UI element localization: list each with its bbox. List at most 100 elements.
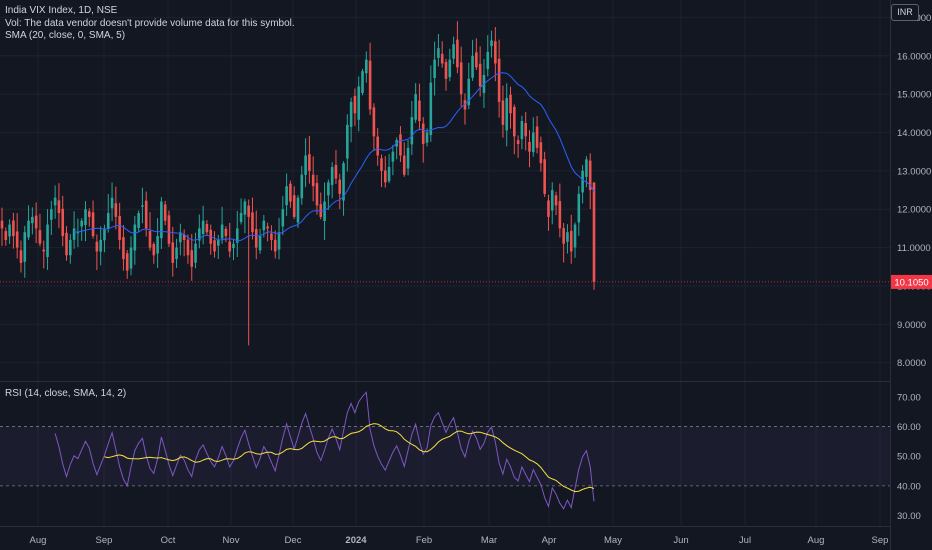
candle-body bbox=[254, 229, 258, 248]
candle-body bbox=[243, 201, 247, 215]
candle-body bbox=[175, 247, 178, 260]
time-tick-label: Aug bbox=[808, 535, 825, 546]
candle-body bbox=[281, 209, 285, 227]
candle-body bbox=[585, 159, 588, 177]
rsi-line bbox=[54, 391, 595, 510]
candle-body bbox=[201, 220, 205, 235]
price-tick-label: 11.0000 bbox=[897, 243, 931, 254]
candle-body bbox=[327, 182, 330, 196]
candle-body bbox=[19, 250, 23, 263]
candle-body bbox=[410, 117, 414, 145]
candle-body bbox=[513, 106, 516, 137]
candle-body bbox=[156, 236, 159, 254]
candle-body bbox=[346, 124, 349, 159]
sma-legend[interactable]: SMA (20, close, 0, SMA, 5) bbox=[5, 30, 126, 41]
rsi-tick-label: 40.00 bbox=[897, 481, 921, 492]
grid bbox=[0, 0, 890, 526]
candle-body bbox=[311, 174, 315, 187]
candle-body bbox=[547, 200, 550, 217]
candle-body bbox=[319, 204, 323, 217]
candle-body bbox=[562, 228, 565, 244]
candle-body bbox=[471, 55, 474, 78]
last-price-badge-bg bbox=[891, 274, 932, 289]
candle-body bbox=[531, 132, 535, 153]
candle-body bbox=[167, 215, 171, 244]
candle-body bbox=[300, 174, 304, 199]
candle-body bbox=[478, 63, 482, 87]
candle-body bbox=[421, 123, 425, 145]
candle-body bbox=[171, 242, 175, 263]
candle-body bbox=[459, 62, 463, 95]
candle-body bbox=[152, 244, 156, 256]
candle-body bbox=[42, 249, 46, 252]
candle-body bbox=[84, 209, 87, 226]
candle-body bbox=[239, 213, 243, 223]
candle-body bbox=[76, 232, 80, 234]
candle-body bbox=[217, 239, 220, 246]
candle-body bbox=[61, 208, 65, 237]
candle-body bbox=[163, 204, 167, 221]
time-tick-label: 2024 bbox=[345, 535, 367, 546]
rsi-axis[interactable]: 70.00 60.00 50.00 40.00 30.00 bbox=[897, 392, 921, 522]
candle-body bbox=[418, 100, 421, 121]
time-tick-label: Feb bbox=[416, 535, 432, 546]
candle-body bbox=[251, 212, 254, 233]
candle-body bbox=[524, 123, 527, 137]
symbol-title[interactable]: India VIX Index, 1D, NSE bbox=[5, 5, 118, 16]
candle-body bbox=[262, 220, 266, 231]
candles bbox=[0, 21, 596, 346]
candle-body bbox=[247, 205, 250, 217]
candle-body bbox=[486, 51, 490, 70]
candle-body bbox=[194, 243, 197, 263]
rsi-ma-line bbox=[104, 423, 595, 493]
time-tick-label: Apr bbox=[542, 535, 557, 546]
candle-body bbox=[391, 151, 395, 162]
candle-body bbox=[270, 233, 273, 240]
time-axis[interactable]: Aug Sep Oct Nov Dec 2024 Feb Mar Apr May Jun Jul Aug… bbox=[30, 535, 889, 546]
price-tick-label: 16.0000 bbox=[897, 51, 931, 62]
last-price-badge: 10.1050 bbox=[891, 274, 932, 289]
candle-body bbox=[65, 232, 68, 256]
candle-body bbox=[87, 211, 91, 217]
candle-body bbox=[27, 220, 30, 238]
candle-body bbox=[342, 163, 345, 201]
candle-body bbox=[228, 241, 231, 252]
rsi-band bbox=[0, 426, 890, 486]
candle-body bbox=[509, 94, 512, 114]
candle-body bbox=[31, 216, 34, 224]
price-tick-label: 9.0000 bbox=[897, 320, 926, 331]
candle-body bbox=[198, 228, 201, 241]
candle-body bbox=[129, 247, 133, 269]
rsi-legend[interactable]: RSI (14, close, SMA, 14, 2) bbox=[5, 388, 127, 399]
rsi-tick-label: 50.00 bbox=[897, 452, 921, 463]
candle-body bbox=[406, 147, 410, 169]
candle-body bbox=[383, 170, 387, 183]
candle-body bbox=[494, 41, 497, 64]
price-tick-label: 15.0000 bbox=[897, 90, 931, 101]
price-tick-label: 13.0000 bbox=[897, 166, 931, 177]
sma-line bbox=[74, 72, 595, 242]
candle-body bbox=[573, 224, 577, 248]
candle-body bbox=[80, 220, 83, 227]
time-tick-label: Aug bbox=[30, 535, 47, 546]
candle-body bbox=[213, 240, 216, 252]
candle-body bbox=[581, 170, 584, 193]
candle-body bbox=[437, 48, 440, 58]
candle-body bbox=[490, 40, 493, 47]
volume-note: Vol: The data vendor doesn't provide vol… bbox=[5, 18, 295, 29]
candle-body bbox=[57, 200, 61, 214]
candle-body bbox=[179, 232, 182, 243]
time-tick-label: Sep bbox=[872, 535, 889, 546]
candle-body bbox=[72, 228, 76, 240]
time-tick-label: Jul bbox=[739, 535, 751, 546]
candle-body bbox=[456, 39, 459, 68]
price-tick-label: 8.0000 bbox=[897, 358, 926, 369]
rsi-tick-label: 70.00 bbox=[897, 392, 921, 403]
candle-body bbox=[315, 183, 319, 206]
candle-body bbox=[475, 52, 478, 68]
currency-button[interactable]: INR bbox=[891, 4, 919, 21]
price-tick-label: 14.0000 bbox=[897, 128, 931, 139]
candle-body bbox=[277, 232, 281, 250]
candle-body bbox=[38, 230, 42, 244]
